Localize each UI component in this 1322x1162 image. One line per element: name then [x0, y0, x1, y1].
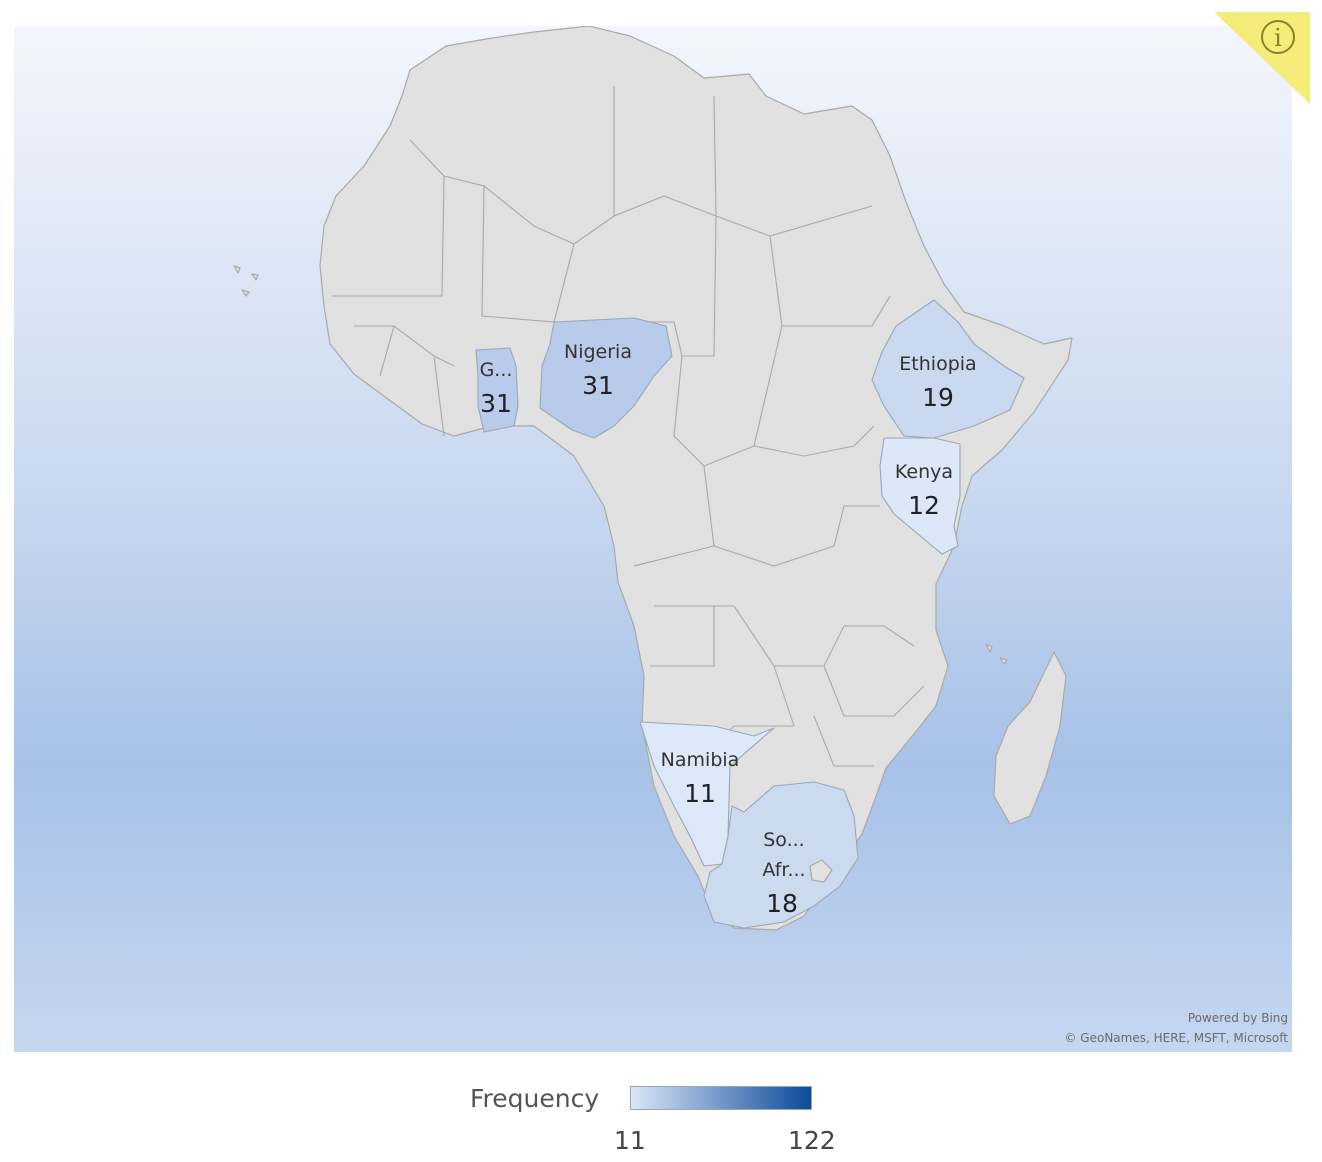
map-canvas[interactable]: G... 31 Nigeria 31 Ethiopia 19 Kenya 12 …: [14, 26, 1292, 1052]
info-icon-glyph: i: [1274, 24, 1282, 52]
africa-landmass: [319, 26, 1073, 931]
label-ghana-name: G...: [480, 359, 513, 381]
label-south-africa-name-line2: Afr...: [762, 859, 805, 881]
region-ethiopia[interactable]: [871, 299, 1025, 439]
label-south-africa-name-line1: So...: [763, 829, 804, 851]
label-ethiopia-value: 19: [922, 383, 954, 412]
region-south-africa[interactable]: [703, 781, 859, 929]
africa-map: G... 31 Nigeria 31 Ethiopia 19 Kenya 12 …: [233, 26, 1073, 931]
legend-title: Frequency: [470, 1084, 600, 1113]
label-nigeria-name: Nigeria: [564, 341, 632, 363]
legend-gradient-bar: [630, 1086, 812, 1110]
info-badge-triangle: [1214, 12, 1310, 104]
cape-verde-islands: [233, 265, 259, 297]
label-south-africa-value: 18: [766, 889, 798, 918]
lesotho: [809, 859, 833, 883]
attribution-powered-by: Powered by Bing: [1187, 1011, 1288, 1025]
legend-max-value: 122: [788, 1126, 836, 1155]
legend-min-value: 11: [614, 1126, 646, 1155]
label-kenya-name: Kenya: [895, 461, 953, 483]
info-badge[interactable]: i: [1214, 12, 1310, 104]
comoros-islands: [985, 643, 1008, 665]
color-legend: Frequency 11 122: [470, 1080, 890, 1160]
label-ghana-value: 31: [480, 389, 512, 418]
info-icon: [1261, 20, 1295, 54]
label-kenya-value: 12: [908, 491, 940, 520]
label-nigeria-value: 31: [582, 371, 614, 400]
region-kenya[interactable]: [879, 437, 961, 555]
label-namibia-name: Namibia: [661, 749, 740, 771]
region-ghana[interactable]: [475, 347, 519, 433]
country-borders: [332, 86, 925, 767]
attribution-copyright: © GeoNames, HERE, MSFT, Microsoft: [1064, 1031, 1288, 1045]
map-attribution: Powered by Bing © GeoNames, HERE, MSFT, …: [1064, 1008, 1288, 1048]
label-namibia-value: 11: [684, 779, 716, 808]
label-ethiopia-name: Ethiopia: [899, 353, 976, 375]
region-nigeria[interactable]: [539, 317, 673, 439]
madagascar-island: [993, 651, 1067, 825]
